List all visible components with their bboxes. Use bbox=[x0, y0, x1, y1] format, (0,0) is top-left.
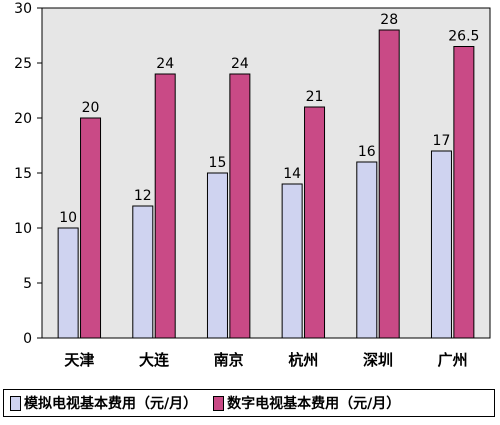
data-label: 28 bbox=[380, 12, 398, 28]
x-tick-label: 天津 bbox=[64, 351, 94, 369]
data-label: 24 bbox=[156, 56, 174, 72]
data-label: 17 bbox=[433, 133, 451, 149]
data-label: 10 bbox=[59, 210, 77, 226]
y-tick-label: 15 bbox=[14, 166, 32, 182]
data-label: 15 bbox=[209, 155, 227, 171]
data-label: 20 bbox=[82, 100, 100, 116]
y-tick-label: 10 bbox=[14, 221, 32, 237]
bar bbox=[229, 73, 251, 339]
legend-swatch-digital bbox=[213, 395, 225, 411]
data-label: 12 bbox=[134, 188, 152, 204]
bar bbox=[356, 161, 378, 339]
data-label: 21 bbox=[306, 89, 324, 105]
legend-item-analog: 模拟电视基本费用（元/月） bbox=[10, 393, 197, 413]
bar bbox=[281, 183, 303, 339]
bar bbox=[378, 29, 400, 339]
legend: 模拟电视基本费用（元/月） 数字电视基本费用（元/月） bbox=[3, 389, 495, 417]
data-label: 16 bbox=[358, 144, 376, 160]
x-tick-label: 杭州 bbox=[288, 351, 318, 369]
legend-label-digital: 数字电视基本费用（元/月） bbox=[227, 396, 401, 412]
y-tick-label: 25 bbox=[14, 56, 32, 72]
bar bbox=[430, 150, 452, 339]
y-tick-label: 30 bbox=[14, 1, 32, 17]
x-tick-label: 深圳 bbox=[363, 351, 393, 369]
y-tick-label: 0 bbox=[23, 331, 32, 347]
x-tick-label: 广州 bbox=[438, 351, 468, 369]
bar bbox=[206, 172, 228, 339]
y-tick-label: 5 bbox=[23, 276, 32, 292]
y-tick-label: 20 bbox=[14, 111, 32, 127]
bar bbox=[154, 73, 176, 339]
bar bbox=[57, 227, 79, 339]
bar bbox=[453, 46, 475, 339]
plot-area bbox=[41, 7, 491, 339]
legend-label-analog: 模拟电视基本费用（元/月） bbox=[24, 396, 198, 412]
legend-swatch-analog bbox=[10, 395, 21, 411]
legend-item-digital: 数字电视基本费用（元/月） bbox=[213, 393, 400, 413]
bar bbox=[132, 205, 154, 339]
bar bbox=[80, 117, 102, 339]
data-label: 26.5 bbox=[448, 29, 479, 45]
x-tick-label: 大连 bbox=[139, 351, 170, 369]
bar bbox=[304, 106, 326, 339]
data-label: 24 bbox=[231, 56, 249, 72]
data-label: 14 bbox=[283, 166, 301, 182]
x-tick-label: 南京 bbox=[214, 351, 244, 369]
